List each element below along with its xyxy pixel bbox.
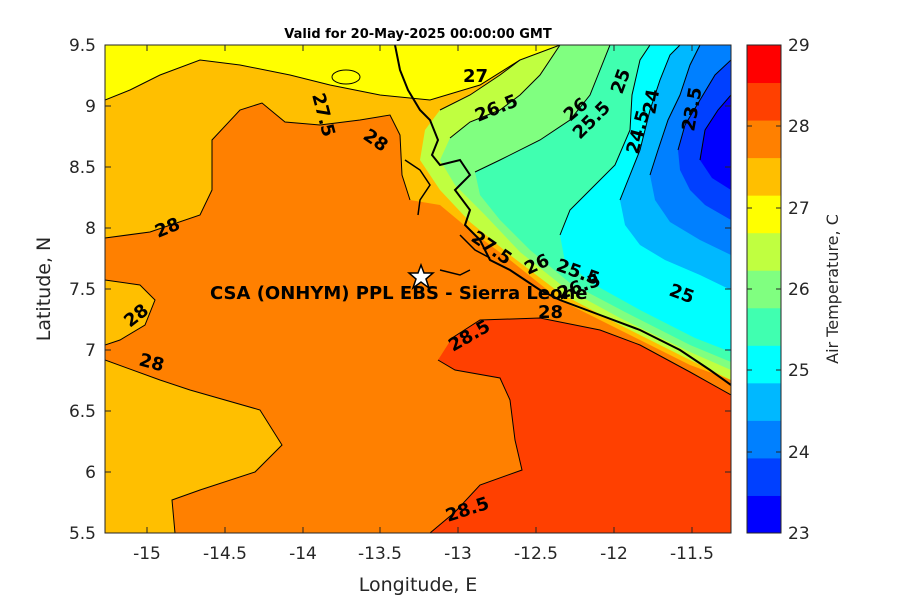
colorbar-segment bbox=[747, 270, 781, 309]
x-tick-label: -13 bbox=[444, 544, 472, 564]
y-tick-label: 7.5 bbox=[69, 280, 96, 300]
coastline bbox=[394, 45, 731, 386]
y-tick-label: 6.5 bbox=[69, 402, 96, 422]
x-tick-label: -14 bbox=[289, 544, 317, 564]
colorbar-tick-label: 27 bbox=[788, 199, 810, 219]
x-axis: -15 -14.5 -14 -13.5 -13 -12.5 -12 -11.5 … bbox=[133, 45, 714, 596]
colorbar-label: Air Temperature, C bbox=[823, 214, 842, 364]
y-tick-label: 9 bbox=[85, 97, 96, 117]
colorbar-tick-label: 23 bbox=[788, 524, 810, 544]
y-tick-label: 8 bbox=[85, 219, 96, 239]
x-tick-label: -14.5 bbox=[203, 544, 247, 564]
x-axis-label: Longitude, E bbox=[359, 574, 478, 596]
site-label: CSA (ONHYM) PPL EBS - Sierra Leone bbox=[210, 283, 587, 304]
colorbar-segment bbox=[747, 157, 781, 196]
colorbar: 29 28 27 26 25 24 23 Air Temperature, C bbox=[746, 36, 842, 544]
contour-label: 24 bbox=[639, 88, 664, 116]
colorbar-segment bbox=[747, 382, 781, 421]
y-tick-label: 6 bbox=[85, 463, 96, 483]
band-23-23-5 bbox=[700, 95, 731, 190]
colorbar-segment bbox=[747, 345, 781, 384]
contour-label: 27 bbox=[463, 66, 488, 87]
colorbar-segment bbox=[747, 82, 781, 121]
star-icon bbox=[406, 262, 436, 291]
colorbar-segment bbox=[747, 45, 781, 84]
band-28-5-29 bbox=[430, 318, 731, 533]
colorbar-tick-label: 29 bbox=[788, 36, 810, 56]
colorbar-tick-label: 26 bbox=[788, 280, 810, 300]
colorbar-segment bbox=[747, 195, 781, 234]
contour-lines bbox=[105, 45, 731, 533]
map-plot-area: 27.5 27 26.5 26 25.5 25 24.5 24 23.5 28 … bbox=[105, 45, 731, 533]
x-tick-label: -13.5 bbox=[358, 544, 402, 564]
contour-label: 28 bbox=[538, 302, 563, 323]
colorbar-segments bbox=[747, 45, 781, 534]
y-tick-label: 7 bbox=[85, 341, 96, 361]
colorbar-segment bbox=[747, 232, 781, 271]
colorbar-segment bbox=[747, 420, 781, 459]
y-tick-label: 5.5 bbox=[69, 524, 96, 544]
colorbar-segment bbox=[747, 457, 781, 496]
x-tick-label: -15 bbox=[133, 544, 161, 564]
y-tick-label: 8.5 bbox=[69, 158, 96, 178]
x-tick-label: -12.5 bbox=[514, 544, 558, 564]
chart-title: Valid for 20-May-2025 00:00:00 GMT bbox=[284, 27, 552, 42]
x-tick-label: -12 bbox=[600, 544, 628, 564]
colorbar-tick-label: 24 bbox=[788, 443, 810, 463]
y-axis: 9.5 9 8.5 8 7.5 7 6.5 6 5.5 Latitude, N bbox=[33, 36, 731, 544]
x-tick-label: -11.5 bbox=[670, 544, 714, 564]
y-axis-label: Latitude, N bbox=[33, 237, 55, 342]
band-27-5-28-west bbox=[105, 280, 155, 345]
colorbar-tick-label: 28 bbox=[788, 117, 810, 137]
colorbar-segment bbox=[747, 307, 781, 346]
colorbar-tick-label: 25 bbox=[788, 361, 810, 381]
coastline-detail bbox=[404, 159, 491, 276]
colorbar-segment bbox=[747, 495, 781, 534]
y-tick-label: 9.5 bbox=[69, 36, 96, 56]
colorbar-segment bbox=[747, 120, 781, 159]
